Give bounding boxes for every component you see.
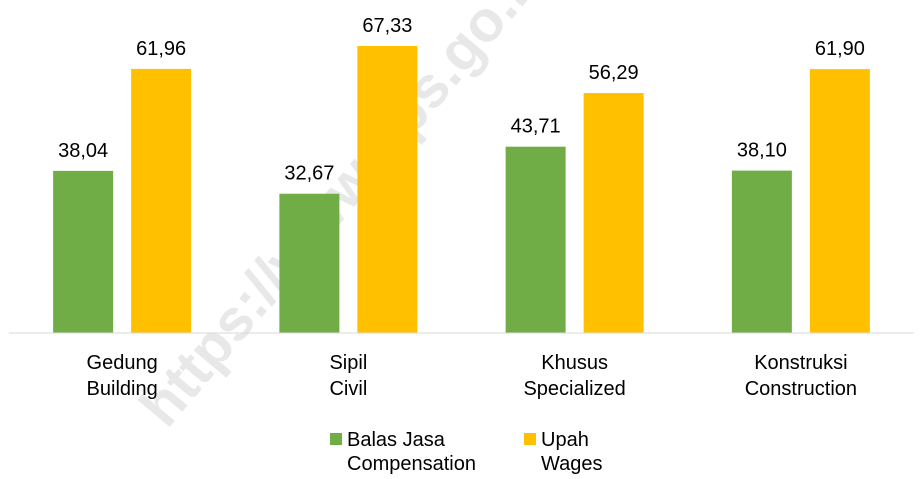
legend-line: Balas Jasa [347, 429, 446, 451]
bar [731, 170, 792, 333]
legend-line: Compensation [347, 453, 476, 475]
category-line: Sipil [329, 352, 367, 374]
legend-label: Balas Jasa Compensation [347, 429, 476, 475]
bar [53, 170, 114, 333]
legend-label: Upah Wages [541, 429, 603, 475]
bar [583, 93, 644, 333]
legend-swatch [524, 433, 536, 445]
value-label: 67,33 [362, 15, 412, 37]
category-line: Gedung [87, 352, 158, 374]
value-label: 56,29 [589, 62, 639, 84]
bar [279, 193, 340, 333]
category-line: Civil [329, 378, 367, 400]
value-label: 38,10 [737, 140, 787, 162]
category-label: Gedung Building [87, 352, 158, 400]
value-label: 61,96 [136, 38, 186, 60]
category-line: Khusus [541, 352, 608, 374]
category-label: Sipil Civil [329, 352, 367, 400]
legend-swatch [330, 433, 342, 445]
category-label: Khusus Specialized [523, 352, 625, 400]
bar [357, 46, 418, 333]
category-label: Konstruksi Construction [745, 352, 857, 400]
legend-line: Upah [541, 429, 589, 451]
category-line: Building [87, 378, 158, 400]
category-line: Specialized [523, 378, 625, 400]
bar [809, 69, 870, 334]
value-label: 61,90 [815, 38, 865, 60]
legend-line: Wages [541, 453, 603, 475]
bar [131, 68, 192, 334]
bar [505, 146, 566, 333]
category-line: Construction [745, 378, 857, 400]
value-label: 43,71 [511, 116, 561, 138]
value-label: 32,67 [284, 163, 334, 185]
value-label: 38,04 [58, 140, 108, 162]
category-line: Konstruksi [754, 352, 847, 374]
